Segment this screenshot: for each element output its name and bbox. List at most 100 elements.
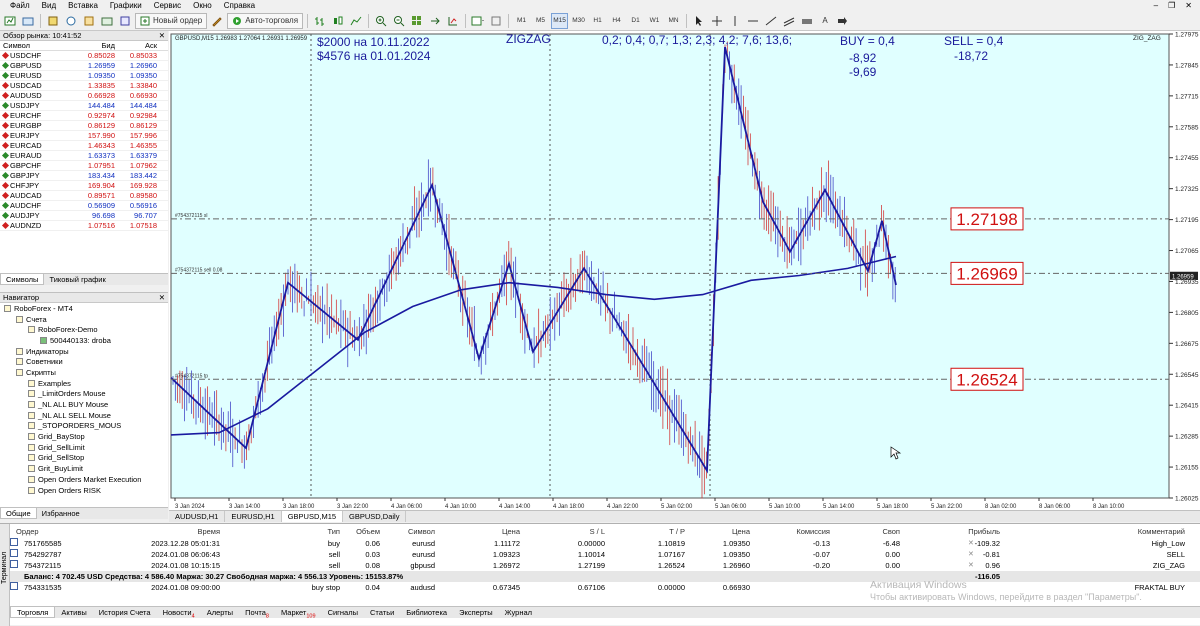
- navigator-item[interactable]: Grit_BuyLimit: [0, 463, 168, 474]
- navigator-item[interactable]: Советники: [0, 356, 168, 367]
- zoom-out-icon[interactable]: [391, 13, 407, 29]
- terminal-tab[interactable]: Сигналы: [322, 607, 364, 618]
- navigator-item[interactable]: Счета: [0, 314, 168, 325]
- timeframe-m1[interactable]: M1: [517, 17, 527, 24]
- market-watch-row[interactable]: AUDCAD 0.89571 0.89580: [0, 191, 168, 201]
- terminal-tab[interactable]: Библиотека: [400, 607, 453, 618]
- tab-favorites[interactable]: Избранное: [41, 509, 80, 518]
- market-watch-row[interactable]: AUDCHF 0.56909 0.56916: [0, 201, 168, 211]
- annotation-buy-v1[interactable]: -8,92: [849, 51, 877, 65]
- terminal-tab[interactable]: Почта8: [239, 607, 275, 620]
- crosshair-icon[interactable]: [709, 13, 725, 29]
- indicators-icon[interactable]: [470, 13, 486, 29]
- vertical-line-icon[interactable]: [727, 13, 743, 29]
- annotation-line1[interactable]: $2000 на 10.11.2022: [317, 35, 430, 49]
- chart-window[interactable]: 1.27975 1.27845 1.27715 1.27585 1.27455 1.273…: [169, 31, 1200, 510]
- candles-icon[interactable]: [330, 13, 346, 29]
- timeframe-m30[interactable]: M30: [572, 17, 585, 24]
- new-chart-icon[interactable]: [2, 13, 18, 29]
- trendline-icon[interactable]: [763, 13, 779, 29]
- chart-tab-audusd-h1[interactable]: AUDUSD,H1: [169, 511, 226, 522]
- restore-icon[interactable]: ❐: [1168, 1, 1176, 10]
- timeframe-d1[interactable]: D1: [631, 17, 640, 24]
- order-row[interactable]: 754292787 2024.01.08 06:06:43 sell 0.03 euru…: [10, 549, 1200, 560]
- navigator-item[interactable]: 500440133: droba: [0, 335, 168, 346]
- pending-order-row[interactable]: 754331535 2024.01.08 09:00:00 buy stop 0.04…: [10, 582, 1200, 593]
- new-order-button[interactable]: Новый ордер: [135, 12, 208, 29]
- column-bid[interactable]: Бид: [101, 41, 116, 50]
- chart-tab-gbpusd-daily[interactable]: GBPUSD,Daily: [343, 511, 407, 522]
- templates-icon[interactable]: [488, 13, 504, 29]
- market-watch-row[interactable]: GBPCHF 1.07951 1.07962: [0, 161, 168, 171]
- chart-tab-gbpusd-m15[interactable]: GBPUSD,M15: [281, 511, 344, 522]
- navigator-item[interactable]: _NL ALL SELL Mouse: [0, 410, 168, 421]
- terminal-tab[interactable]: Активы: [55, 607, 92, 618]
- terminal-tab[interactable]: Торговля: [10, 607, 56, 618]
- navigator-item[interactable]: Open Orders Market Execution: [0, 474, 168, 485]
- market-watch-row[interactable]: EURCAD 1.46343 1.46355: [0, 141, 168, 151]
- menu-view[interactable]: Вид: [41, 1, 57, 10]
- zoom-in-icon[interactable]: [373, 13, 389, 29]
- text-tool-icon[interactable]: A: [822, 16, 828, 25]
- market-watch-row[interactable]: AUDUSD 0.66928 0.66930: [0, 91, 168, 101]
- terminal-tab[interactable]: Журнал: [499, 607, 538, 618]
- tab-tick-chart[interactable]: Тиковый график: [49, 275, 106, 284]
- column-symbol[interactable]: Символ: [3, 41, 31, 50]
- close-order-icon[interactable]: ✕: [968, 551, 974, 558]
- terminal-icon[interactable]: [99, 13, 115, 29]
- annotation-line2[interactable]: $4576 на 01.01.2024: [317, 49, 431, 63]
- terminal-tab[interactable]: Эксперты: [453, 607, 499, 618]
- navigator-item[interactable]: Grid_SellStop: [0, 453, 168, 464]
- navigator-item[interactable]: _NL ALL BUY Mouse: [0, 399, 168, 410]
- auto-trading-button[interactable]: Авто-торговля: [227, 12, 304, 29]
- arrow-tool-icon[interactable]: [835, 13, 851, 29]
- navigator-item[interactable]: Examples: [0, 378, 168, 389]
- annotation-zigzag-params[interactable]: 0,2; 0,4; 0,7; 1,3; 2,3; 4,2; 7,6; 13,6;: [602, 33, 792, 47]
- navigator-item[interactable]: Open Orders RISK: [0, 485, 168, 496]
- timeframe-h4[interactable]: H4: [612, 17, 621, 24]
- annotation-sell[interactable]: SELL = 0,4: [944, 34, 1004, 48]
- close-icon[interactable]: ✕: [158, 293, 165, 302]
- order-row[interactable]: 751765585 2023.12.28 05:01:31 buy 0.06 eurus…: [10, 538, 1200, 549]
- close-order-icon[interactable]: ✕: [968, 540, 974, 547]
- menu-tools[interactable]: Сервис: [153, 1, 182, 10]
- market-watch-row[interactable]: EURGBP 0.86129 0.86129: [0, 121, 168, 131]
- market-watch-icon[interactable]: [45, 13, 61, 29]
- terminal-tab[interactable]: История Счета: [93, 607, 157, 618]
- autoscroll-icon[interactable]: [427, 13, 443, 29]
- column-ask[interactable]: Аск: [144, 41, 157, 50]
- chart-shift-icon[interactable]: [445, 13, 461, 29]
- navigator-item[interactable]: Скрипты: [0, 367, 168, 378]
- market-watch-row[interactable]: USDJPY 144.484 144.484: [0, 101, 168, 111]
- timeframe-mn[interactable]: MN: [668, 17, 679, 24]
- annotation-zigzag[interactable]: ZIGZAG: [506, 32, 551, 46]
- navigator-item[interactable]: Индикаторы: [0, 346, 168, 357]
- profiles-icon[interactable]: [20, 13, 36, 29]
- channel-icon[interactable]: [781, 13, 797, 29]
- line-chart-icon[interactable]: [348, 13, 364, 29]
- navigator-item[interactable]: _LimitOrders Mouse: [0, 389, 168, 400]
- close-icon[interactable]: ✕: [1185, 1, 1192, 10]
- menu-file[interactable]: Файл: [10, 1, 30, 10]
- market-watch-row[interactable]: GBPJPY 183.434 183.442: [0, 171, 168, 181]
- navigator-item[interactable]: RoboForex-Demo: [0, 324, 168, 335]
- market-watch-row[interactable]: CHFJPY 169.904 169.928: [0, 181, 168, 191]
- market-watch-row[interactable]: EURUSD 1.09350 1.09350: [0, 71, 168, 81]
- chart-tab-eurusd-h1[interactable]: EURUSD,H1: [225, 511, 282, 522]
- close-icon[interactable]: ✕: [158, 31, 165, 40]
- market-watch-row[interactable]: USDCAD 1.33835 1.33840: [0, 81, 168, 91]
- timeframe-w1[interactable]: W1: [649, 17, 660, 24]
- timeframe-m15[interactable]: M15: [551, 12, 569, 29]
- terminal-tab[interactable]: Статьи: [364, 607, 400, 618]
- menu-window[interactable]: Окно: [193, 1, 212, 10]
- terminal-tab[interactable]: Алерты: [201, 607, 239, 618]
- tab-symbols[interactable]: Символы: [0, 274, 45, 285]
- price-chart[interactable]: 1.27975 1.27845 1.27715 1.27585 1.27455 1.273…: [169, 31, 1200, 510]
- market-watch-row[interactable]: GBPUSD 1.26959 1.26960: [0, 61, 168, 71]
- bar-chart-icon[interactable]: [312, 13, 328, 29]
- close-order-icon[interactable]: ✕: [968, 562, 974, 569]
- tile-windows-icon[interactable]: [409, 13, 425, 29]
- menu-charts[interactable]: Графики: [109, 1, 142, 10]
- market-watch-row[interactable]: EURAUD 1.63373 1.63379: [0, 151, 168, 161]
- navigator-item[interactable]: Grid_SellLimit: [0, 442, 168, 453]
